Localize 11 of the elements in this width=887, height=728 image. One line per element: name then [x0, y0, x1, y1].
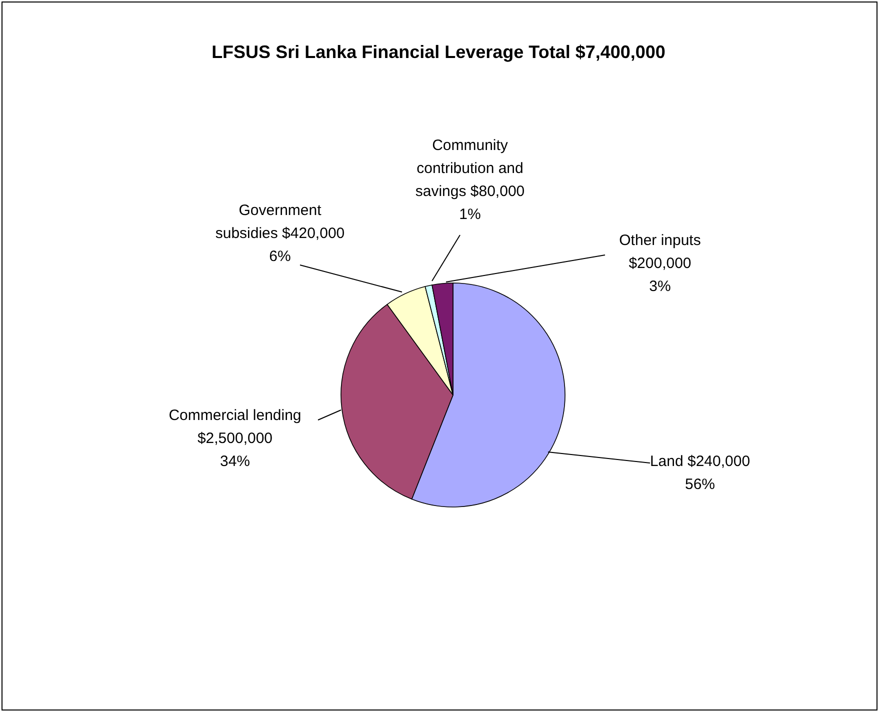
data-label: 34% [220, 453, 250, 470]
data-label: 6% [269, 248, 291, 265]
chart-title: LFSUS Sri Lanka Financial Leverage Total $7,400,000 [212, 42, 666, 62]
slice-label: Community contribution and savings $80,000 [415, 137, 525, 200]
slice-label: Commercial lending $2,500,000 [168, 407, 302, 447]
data-label: 56% [684, 476, 716, 493]
slice-label: Other inputs $200,000 [619, 232, 701, 272]
slice-label: Government subsidies $420,000 [215, 202, 345, 242]
data-label: 3% [649, 278, 671, 295]
slice-label: Land $240,000 [650, 453, 750, 470]
data-label: 1% [459, 206, 481, 223]
